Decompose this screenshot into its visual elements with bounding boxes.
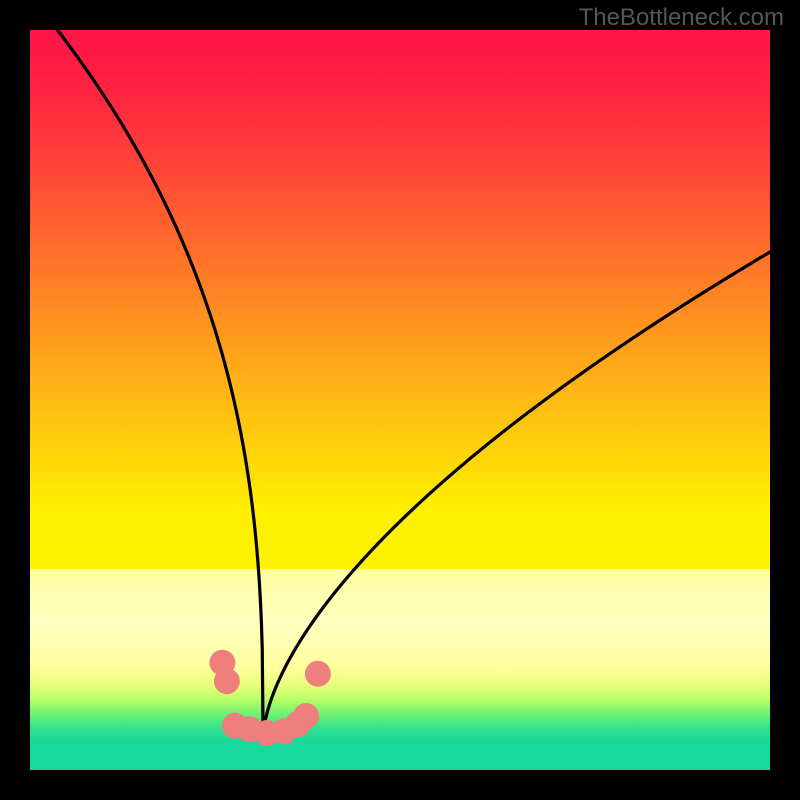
chart-svg bbox=[30, 30, 770, 770]
data-marker bbox=[214, 668, 240, 694]
watermark-text: TheBottleneck.com bbox=[579, 4, 784, 32]
data-marker bbox=[305, 661, 331, 687]
gradient-background bbox=[30, 30, 770, 770]
data-marker bbox=[293, 703, 319, 729]
plot-area bbox=[30, 30, 770, 770]
